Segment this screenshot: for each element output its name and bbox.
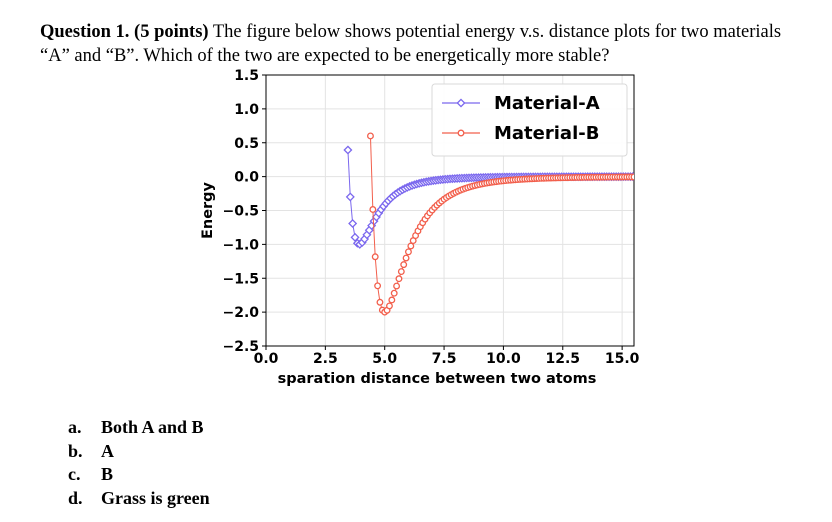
series-material-a xyxy=(343,145,634,249)
data-point xyxy=(388,296,396,304)
data-point xyxy=(345,192,355,202)
data-point xyxy=(397,268,405,276)
data-point xyxy=(400,261,408,269)
question-heading: Question 1. (5 points) xyxy=(40,22,209,42)
chart-legend: Material-A Material-B xyxy=(431,83,628,157)
legend-label: Material-B xyxy=(494,123,599,144)
data-point xyxy=(405,248,412,256)
y-tick-label: −1.5 xyxy=(222,271,259,287)
x-tick-label: 7.5 xyxy=(432,351,457,367)
y-tick-label: 1.0 xyxy=(234,102,259,118)
y-tick-label: −2.0 xyxy=(222,305,259,321)
y-tick-label: 0.0 xyxy=(234,170,259,186)
answer-options: a. Both A and B b. A c. B d. Grass is green xyxy=(68,416,210,510)
data-point xyxy=(630,173,634,181)
data-point xyxy=(369,206,377,213)
legend-marker xyxy=(456,98,466,108)
x-axis-label: sparation distance between two atoms xyxy=(278,371,597,387)
data-point xyxy=(371,253,379,261)
x-tick-label: 5.0 xyxy=(372,351,397,367)
legend-box xyxy=(431,83,628,157)
y-tick-label: −1.0 xyxy=(222,237,259,253)
y-tick-label: 1.5 xyxy=(234,68,259,84)
x-tick-label: 12.5 xyxy=(546,351,581,367)
option-d[interactable]: d. Grass is green xyxy=(68,487,210,508)
question-text: Question 1. (5 points) The figure below … xyxy=(40,20,810,68)
x-tick-label: 10.0 xyxy=(486,351,521,367)
data-point xyxy=(395,275,403,283)
option-c[interactable]: c. B xyxy=(68,464,114,484)
y-axis-label: Energy xyxy=(200,181,216,239)
data-point xyxy=(374,282,382,290)
y-tick-label: −2.5 xyxy=(222,339,259,355)
option-b[interactable]: b. A xyxy=(68,440,114,461)
x-tick-label: 15.0 xyxy=(605,351,640,367)
data-point xyxy=(348,219,358,229)
question-body: The figure below shows potential energy … xyxy=(40,22,782,66)
y-tick-label: 0.5 xyxy=(234,136,259,152)
series-material-b xyxy=(367,132,634,316)
data-point xyxy=(350,232,360,242)
series-line xyxy=(369,135,634,313)
legend-marker xyxy=(457,129,465,137)
x-tick-label: 2.5 xyxy=(313,351,338,367)
option-a[interactable]: a. Both A and B xyxy=(68,417,204,437)
data-point xyxy=(390,289,398,297)
data-point xyxy=(407,242,415,250)
data-point xyxy=(343,145,353,155)
chart-series xyxy=(343,132,634,316)
x-tick-label: 0.0 xyxy=(254,351,279,367)
data-point xyxy=(402,254,410,262)
data-point xyxy=(367,132,374,140)
data-point xyxy=(386,302,393,310)
y-tick-label: −0.5 xyxy=(222,204,259,220)
legend-label: Material-A xyxy=(494,93,600,114)
data-point xyxy=(376,298,384,306)
data-point xyxy=(393,282,401,290)
axis-ticks: 0.0 2.5 5.0 7.5 10.0 12.5 15.0 1.5 1.0 0.5 0.0 −0.5… xyxy=(222,68,639,367)
